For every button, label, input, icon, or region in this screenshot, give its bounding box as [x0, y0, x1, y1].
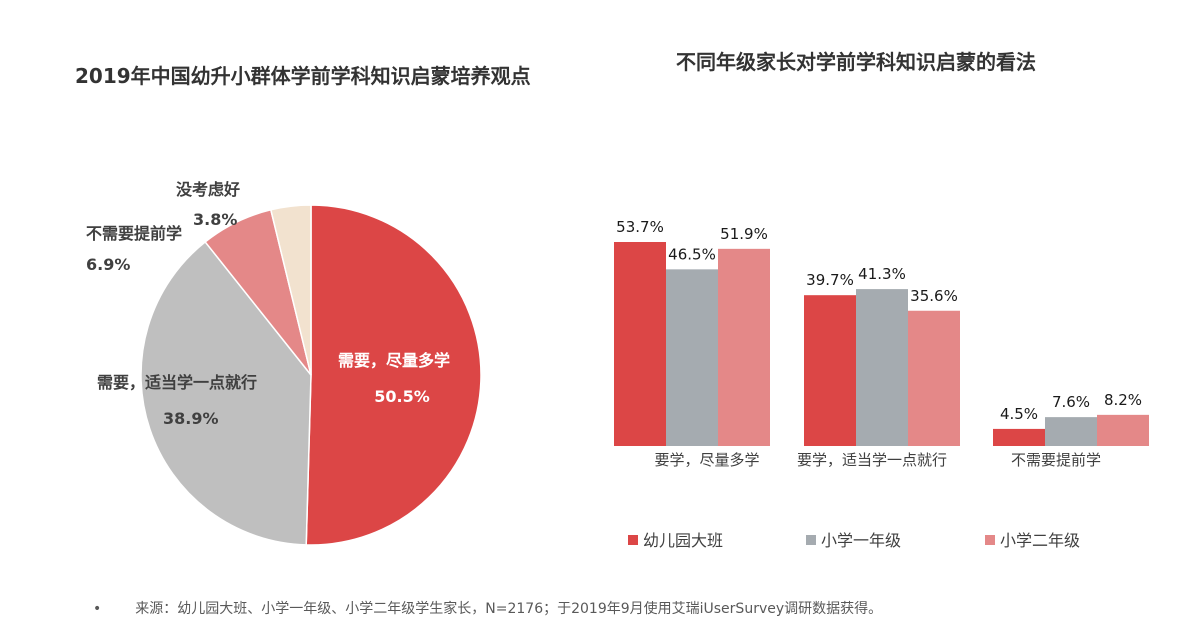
- bar: [718, 248, 770, 446]
- bar: [1045, 417, 1097, 446]
- bar-value-label: 46.5%: [668, 245, 716, 263]
- pie-slice-label: 不需要提前学: [86, 224, 182, 243]
- legend-label: 小学一年级: [821, 531, 901, 550]
- pie-value-label: 50.5%: [374, 387, 430, 406]
- bar-value-label: 53.7%: [616, 218, 664, 236]
- source-bullet: •: [93, 601, 102, 617]
- pie-slice-label: 需要，尽量多学: [338, 351, 450, 370]
- bar: [908, 310, 960, 446]
- bar-value-label: 4.5%: [1000, 405, 1038, 423]
- bar: [666, 269, 718, 446]
- bar-value-label: 35.6%: [910, 287, 958, 305]
- legend-swatch: [628, 535, 638, 545]
- legend-swatch: [985, 535, 995, 545]
- source-note: • 来源：幼儿园大班、小学一年级、小学二年级学生家长，N=2176；于2019年9…: [93, 598, 882, 618]
- bar-value-label: 8.2%: [1104, 391, 1142, 409]
- bar: [856, 289, 908, 446]
- legend-label: 小学二年级: [1000, 531, 1080, 550]
- category-label: 不需要提前学: [1011, 451, 1101, 469]
- bar: [993, 428, 1045, 446]
- category-label: 要学，尽量多学: [654, 451, 759, 469]
- legend-swatch: [806, 535, 816, 545]
- source-text: 来源：幼儿园大班、小学一年级、小学二年级学生家长，N=2176；于2019年9月…: [135, 601, 883, 617]
- bar: [614, 242, 666, 446]
- pie-slice-label: 需要，适当学一点就行: [97, 373, 257, 392]
- pie-slice: [140, 240, 312, 546]
- bar: [804, 295, 856, 446]
- pie-value-label: 6.9%: [86, 255, 130, 274]
- bar-chart-title: 不同年级家长对学前学科知识启蒙的看法: [676, 50, 1036, 74]
- pie-slice: [269, 204, 312, 376]
- legend-label: 幼儿园大班: [643, 531, 723, 550]
- bar-value-label: 41.3%: [858, 265, 906, 283]
- bar: [1097, 414, 1149, 446]
- bar-value-label: 7.6%: [1052, 393, 1090, 411]
- pie-value-label: 3.8%: [193, 210, 237, 229]
- category-label: 要学，适当学一点就行: [797, 451, 947, 469]
- pie-chart-title: 2019年中国幼升小群体学前学科知识启蒙培养观点: [75, 64, 531, 88]
- bar-value-label: 51.9%: [720, 225, 768, 243]
- bar-value-label: 39.7%: [806, 271, 854, 289]
- pie-slice-label: 没考虑好: [176, 180, 240, 199]
- pie-slice: [305, 204, 482, 546]
- pie-value-label: 38.9%: [163, 409, 219, 428]
